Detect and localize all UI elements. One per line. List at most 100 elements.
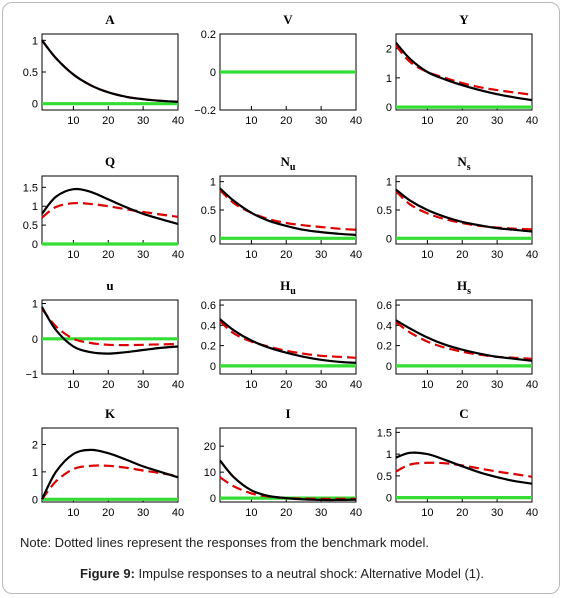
y-tick-label: 1: [32, 467, 38, 479]
y-tick-label: 0: [210, 493, 216, 505]
benchmark-response-line: [41, 308, 179, 347]
x-tick-label: 20: [102, 115, 114, 127]
x-tick-label: 30: [137, 507, 149, 519]
x-tick-label: 20: [102, 507, 114, 519]
x-tick-label: 40: [172, 115, 184, 127]
y-tick-label: 0.5: [23, 220, 38, 232]
x-tick-label: 20: [280, 249, 292, 261]
panel-h-u: Hu 10 20 30 40 0 0.2 0.4 0.6: [201, 278, 362, 391]
x-tick-label: 30: [315, 507, 327, 519]
x-tick-label: 30: [137, 115, 149, 127]
x-tick-label: 20: [102, 379, 114, 391]
x-tick-label: 40: [526, 249, 538, 261]
y-tick-label: 1: [386, 449, 392, 461]
y-tick-label: 0: [32, 99, 38, 111]
plot-frame: [41, 299, 179, 375]
y-tick-label: 0.2: [201, 29, 216, 41]
x-tick-label: 30: [315, 115, 327, 127]
figure-caption-text: Impulse responses to a neutral shock: Al…: [134, 566, 484, 581]
y-tick-label: 2: [32, 439, 38, 451]
panel-title: Hs: [457, 278, 471, 297]
alternative-response-line: [219, 187, 357, 236]
figure-label: Figure 9:: [80, 566, 135, 581]
panel-v: V 10 20 30 40 −0.2 0 0.2: [194, 12, 362, 127]
panel-u: u 10 20 30 40 −1 0 1: [25, 278, 184, 391]
panel-h-s: Hs 10 20 30 40 0 0.2 0.4 0.6: [377, 278, 538, 391]
y-tick-label: 1: [32, 201, 38, 213]
panel-title: Nu: [281, 154, 296, 173]
x-tick-label: 20: [280, 115, 292, 127]
panel-title: Q: [105, 154, 115, 169]
plot-frame: [395, 427, 533, 503]
plot-frame: [41, 33, 179, 111]
panel-title: I: [285, 406, 290, 421]
benchmark-response-line: [41, 201, 179, 219]
y-tick-label: 10: [204, 467, 216, 479]
y-tick-label: 0.4: [377, 320, 392, 332]
y-tick-label: 1: [386, 73, 392, 85]
alternative-response-line: [395, 451, 533, 485]
alternative-response-line: [395, 319, 533, 362]
alternative-response-line: [395, 188, 533, 233]
panel-y: Y 10 20 30 40 0 1 2: [386, 12, 538, 127]
y-tick-label: 0: [210, 67, 216, 79]
figure-note: Note: Dotted lines represent the respons…: [20, 535, 429, 550]
x-tick-label: 10: [245, 115, 257, 127]
plot-frame: [41, 175, 179, 245]
panel-n-s: Ns 10 20 30 40 0 0.5 1: [377, 154, 538, 261]
benchmark-response-line: [219, 320, 357, 359]
figure-caption: Figure 9: Impulse responses to a neutral…: [0, 566, 564, 581]
y-tick-label: 0.6: [377, 300, 392, 312]
x-tick-label: 10: [421, 379, 433, 391]
panel-title: u: [106, 278, 113, 293]
panel-title: Hu: [280, 278, 296, 297]
y-tick-label: 0: [386, 361, 392, 373]
x-tick-label: 20: [102, 249, 114, 261]
plot-frame: [219, 299, 357, 375]
panel-k: K 10 20 30 40 0 1 2: [32, 406, 184, 519]
y-tick-label: 0: [386, 493, 392, 505]
y-tick-label: 0.4: [201, 320, 216, 332]
x-tick-label: 10: [67, 379, 79, 391]
x-tick-label: 40: [350, 249, 362, 261]
y-tick-label: 0: [210, 361, 216, 373]
plot-frame: [219, 427, 357, 503]
x-tick-label: 40: [172, 379, 184, 391]
y-tick-label: 1.5: [23, 182, 38, 194]
panel-title: K: [105, 406, 116, 421]
y-tick-label: 0.5: [377, 471, 392, 483]
x-tick-label: 10: [245, 249, 257, 261]
panel-title-subscript: s: [467, 286, 471, 297]
x-tick-label: 20: [456, 507, 468, 519]
alternative-response-line: [41, 187, 179, 226]
x-tick-label: 10: [67, 249, 79, 261]
alternative-response-line: [219, 318, 357, 364]
y-tick-label: 0: [386, 102, 392, 114]
benchmark-response-line: [395, 461, 533, 478]
y-tick-label: −1: [25, 369, 38, 381]
x-tick-label: 40: [350, 379, 362, 391]
x-tick-label: 20: [456, 379, 468, 391]
alternative-response-line: [395, 42, 533, 102]
x-tick-label: 30: [491, 249, 503, 261]
panel-title-subscript: u: [290, 162, 296, 173]
x-tick-label: 40: [526, 379, 538, 391]
panel-i: I 10 20 30 40 0 10 20: [204, 406, 362, 519]
alternative-response-line: [219, 459, 357, 502]
x-tick-label: 40: [350, 507, 362, 519]
x-tick-label: 40: [172, 249, 184, 261]
y-tick-label: 0: [32, 334, 38, 346]
panel-title: A: [105, 12, 115, 27]
plot-frame: [395, 33, 533, 111]
x-tick-label: 40: [526, 115, 538, 127]
panel-title: C: [459, 406, 468, 421]
plot-frame: [395, 299, 533, 375]
x-tick-label: 30: [491, 115, 503, 127]
y-tick-label: 0.2: [201, 341, 216, 353]
x-tick-label: 10: [245, 379, 257, 391]
y-tick-label: 0: [32, 239, 38, 251]
y-tick-label: 0.5: [23, 67, 38, 79]
x-tick-label: 30: [315, 379, 327, 391]
panel-title: Ns: [457, 154, 470, 173]
